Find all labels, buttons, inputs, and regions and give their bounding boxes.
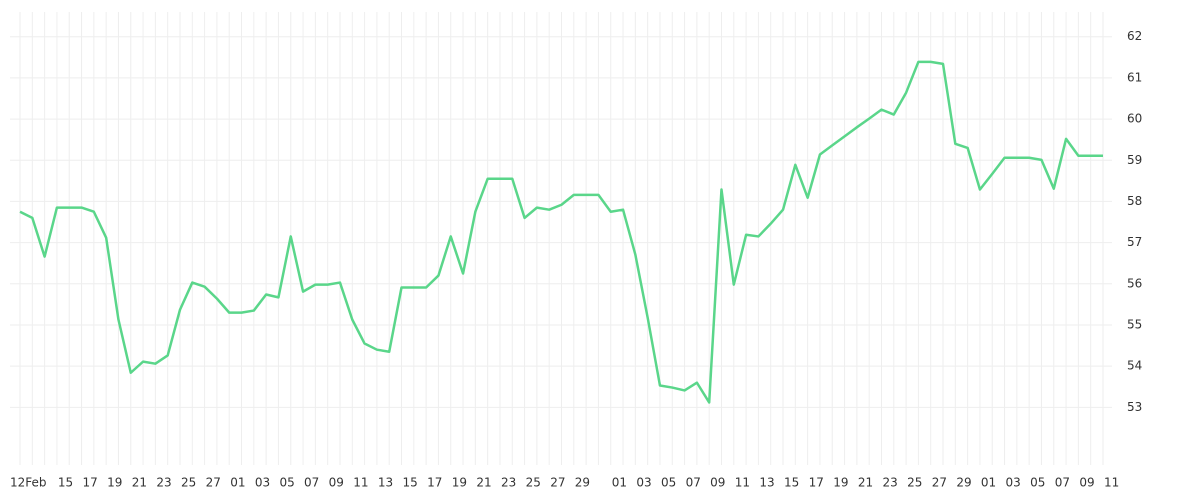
x-tick-label: 09 <box>1079 476 1094 490</box>
x-tick-label: 17 <box>83 476 98 490</box>
x-tick-label: 23 <box>882 476 897 490</box>
x-tick-label: 09 <box>710 476 725 490</box>
x-tick-label: 01 <box>230 476 245 490</box>
x-tick-label: 17 <box>809 476 824 490</box>
x-tick-label: 13 <box>378 476 393 490</box>
x-tick-label: 05 <box>279 476 294 490</box>
x-tick-label: 25 <box>907 476 922 490</box>
x-tick-label: 07 <box>1055 476 1070 490</box>
x-tick-label: 01 <box>612 476 627 490</box>
data-line <box>19 60 1103 404</box>
x-tick-label: 29 <box>956 476 971 490</box>
x-tick-label: 19 <box>452 476 467 490</box>
y-tick-label: 60 <box>1127 112 1142 126</box>
x-tick-label: 23 <box>501 476 516 490</box>
y-tick-label: 57 <box>1127 235 1142 249</box>
x-tick-label: 09 <box>329 476 344 490</box>
x-tick-label: 03 <box>1006 476 1021 490</box>
x-tick-label: 19 <box>833 476 848 490</box>
x-tick-label: 25 <box>181 476 196 490</box>
x-tick-label: 12Feb <box>10 476 47 490</box>
x-tick-label: 27 <box>206 476 221 490</box>
x-tick-label: 23 <box>156 476 171 490</box>
x-tick-label: 11 <box>735 476 750 490</box>
x-tick-label: 25 <box>526 476 541 490</box>
x-tick-label: 21 <box>476 476 491 490</box>
x-tick-label: 15 <box>403 476 418 490</box>
x-tick-label: 15 <box>784 476 799 490</box>
x-tick-label: 07 <box>304 476 319 490</box>
x-tick-label: 27 <box>550 476 565 490</box>
x-tick-label: 13 <box>759 476 774 490</box>
x-tick-label: 05 <box>661 476 676 490</box>
x-tick-label: 03 <box>255 476 270 490</box>
x-tick-label: 27 <box>932 476 947 490</box>
y-tick-label: 59 <box>1127 153 1142 167</box>
x-tick-label: 15 <box>58 476 73 490</box>
x-tick-label: 03 <box>636 476 651 490</box>
x-tick-label: 11 <box>1104 476 1119 490</box>
y-tick-label: 54 <box>1127 359 1142 373</box>
y-tick-label: 55 <box>1127 317 1142 331</box>
x-tick-label: 07 <box>686 476 701 490</box>
x-tick-label: 29 <box>575 476 590 490</box>
x-tick-label: 21 <box>858 476 873 490</box>
x-tick-label: 21 <box>132 476 147 490</box>
y-tick-label: 53 <box>1127 400 1142 414</box>
x-tick-label: 11 <box>353 476 368 490</box>
x-tick-label: 19 <box>107 476 122 490</box>
y-tick-label: 56 <box>1127 276 1142 290</box>
y-tick-label: 58 <box>1127 194 1142 208</box>
x-tick-label: 01 <box>981 476 996 490</box>
x-tick-label: 05 <box>1030 476 1045 490</box>
x-tick-label: 17 <box>427 476 442 490</box>
y-tick-label: 62 <box>1127 29 1142 43</box>
y-tick-label: 61 <box>1127 70 1142 84</box>
